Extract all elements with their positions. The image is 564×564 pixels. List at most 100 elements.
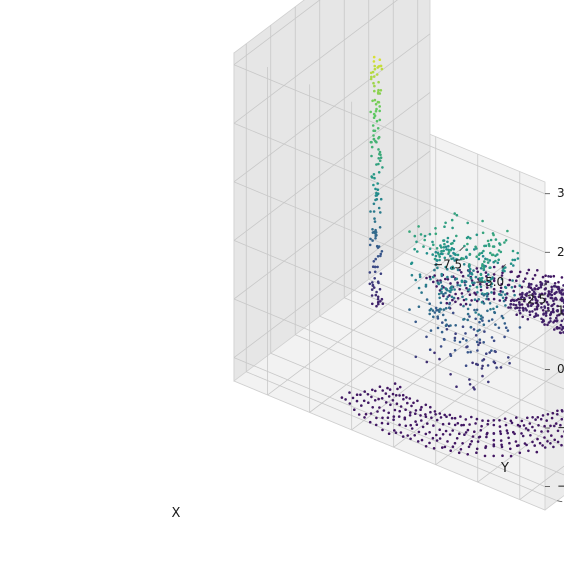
- scatter-point: [509, 271, 512, 274]
- scatter-point: [504, 286, 507, 289]
- scatter-point: [504, 293, 507, 296]
- scatter-point: [531, 416, 534, 419]
- scatter-point: [414, 412, 417, 415]
- scatter-point: [414, 235, 417, 238]
- scatter-point: [494, 350, 497, 353]
- scatter-point: [498, 327, 501, 330]
- scatter-point: [375, 291, 378, 294]
- scatter-point: [378, 207, 381, 210]
- scatter-point: [477, 440, 480, 443]
- scatter-point: [408, 308, 411, 311]
- scatter-point: [396, 388, 399, 391]
- scatter-point: [479, 338, 482, 341]
- scatter-point: [473, 328, 476, 331]
- scatter-point: [493, 424, 496, 427]
- scatter-point: [483, 330, 486, 333]
- scatter-point: [526, 272, 529, 275]
- scatter-point: [443, 225, 446, 228]
- scatter-point: [479, 341, 482, 344]
- scatter-point: [429, 233, 432, 236]
- scatter-point: [461, 292, 464, 295]
- scatter-point: [375, 192, 378, 195]
- scatter-point: [561, 320, 564, 323]
- scatter-point: [525, 444, 528, 447]
- scatter-point: [378, 136, 381, 139]
- scatter-point: [374, 237, 377, 240]
- scatter-point: [492, 234, 495, 237]
- scatter-point: [440, 308, 443, 311]
- scatter-point: [414, 420, 417, 423]
- scatter-point: [510, 299, 513, 302]
- scatter-point: [457, 254, 460, 257]
- scatter-point: [428, 313, 431, 316]
- scatter-point: [405, 396, 408, 399]
- scatter-point: [543, 436, 546, 439]
- scatter-point: [440, 287, 443, 290]
- scatter-point: [398, 410, 401, 413]
- scatter-point: [440, 291, 443, 294]
- z-tick-label: −2: [557, 479, 564, 493]
- scatter-point: [463, 433, 466, 436]
- scatter-point: [373, 173, 376, 176]
- scatter-point: [547, 303, 550, 306]
- scatter-point: [381, 429, 384, 432]
- scatter-point: [455, 385, 458, 388]
- scatter-point: [519, 284, 522, 287]
- scatter-point: [466, 345, 469, 348]
- scatter-point: [419, 276, 422, 279]
- scatter-point: [446, 328, 449, 331]
- scatter-point: [425, 404, 428, 407]
- scatter-point: [402, 435, 405, 438]
- scatter-point: [379, 255, 382, 258]
- scatter-point: [471, 279, 474, 282]
- scatter-point: [534, 429, 537, 432]
- scatter-point: [531, 288, 534, 291]
- scatter-point: [411, 274, 414, 277]
- scatter-point: [360, 404, 363, 407]
- scatter-point: [529, 314, 532, 317]
- scatter-point: [516, 275, 519, 278]
- scatter-point: [547, 430, 550, 433]
- scatter-point: [510, 262, 513, 265]
- scatter-point: [449, 373, 452, 376]
- scatter-point: [376, 410, 379, 413]
- scatter-point: [373, 203, 376, 206]
- scatter-point: [524, 277, 527, 280]
- scatter-point: [513, 299, 516, 302]
- scatter-point: [377, 282, 380, 285]
- scatter-point: [470, 326, 473, 329]
- scatter-point: [468, 423, 471, 426]
- scatter-point: [410, 262, 413, 265]
- scatter-point: [537, 416, 540, 419]
- scatter-point: [553, 328, 556, 331]
- scatter-point: [377, 81, 380, 84]
- scatter-point: [377, 157, 380, 160]
- scatter-point: [416, 250, 419, 253]
- scatter-point: [444, 222, 447, 225]
- scatter-point: [459, 341, 462, 344]
- scatter-point: [372, 231, 375, 234]
- scatter-point: [438, 310, 441, 313]
- scatter-point: [371, 100, 374, 103]
- scatter-point: [450, 243, 453, 246]
- scatter-point: [515, 279, 518, 282]
- scatter-point: [371, 146, 374, 149]
- scatter-point: [519, 425, 522, 428]
- scatter-point: [425, 415, 428, 418]
- scatter-point: [543, 323, 546, 326]
- scatter-point: [469, 237, 472, 240]
- scatter-point: [559, 331, 562, 334]
- scatter-point: [503, 270, 506, 273]
- scatter-point: [432, 316, 435, 319]
- scatter-point: [363, 390, 366, 393]
- scatter-point: [483, 267, 486, 270]
- scatter-point: [474, 246, 477, 249]
- scatter-point: [462, 318, 465, 321]
- scatter-point: [457, 297, 460, 300]
- scatter-point: [553, 425, 556, 428]
- x-axis-label: X: [172, 506, 181, 521]
- scatter-point: [451, 227, 454, 230]
- scatter-point: [429, 278, 432, 281]
- scatter-point: [370, 72, 373, 75]
- scatter-point: [476, 234, 479, 237]
